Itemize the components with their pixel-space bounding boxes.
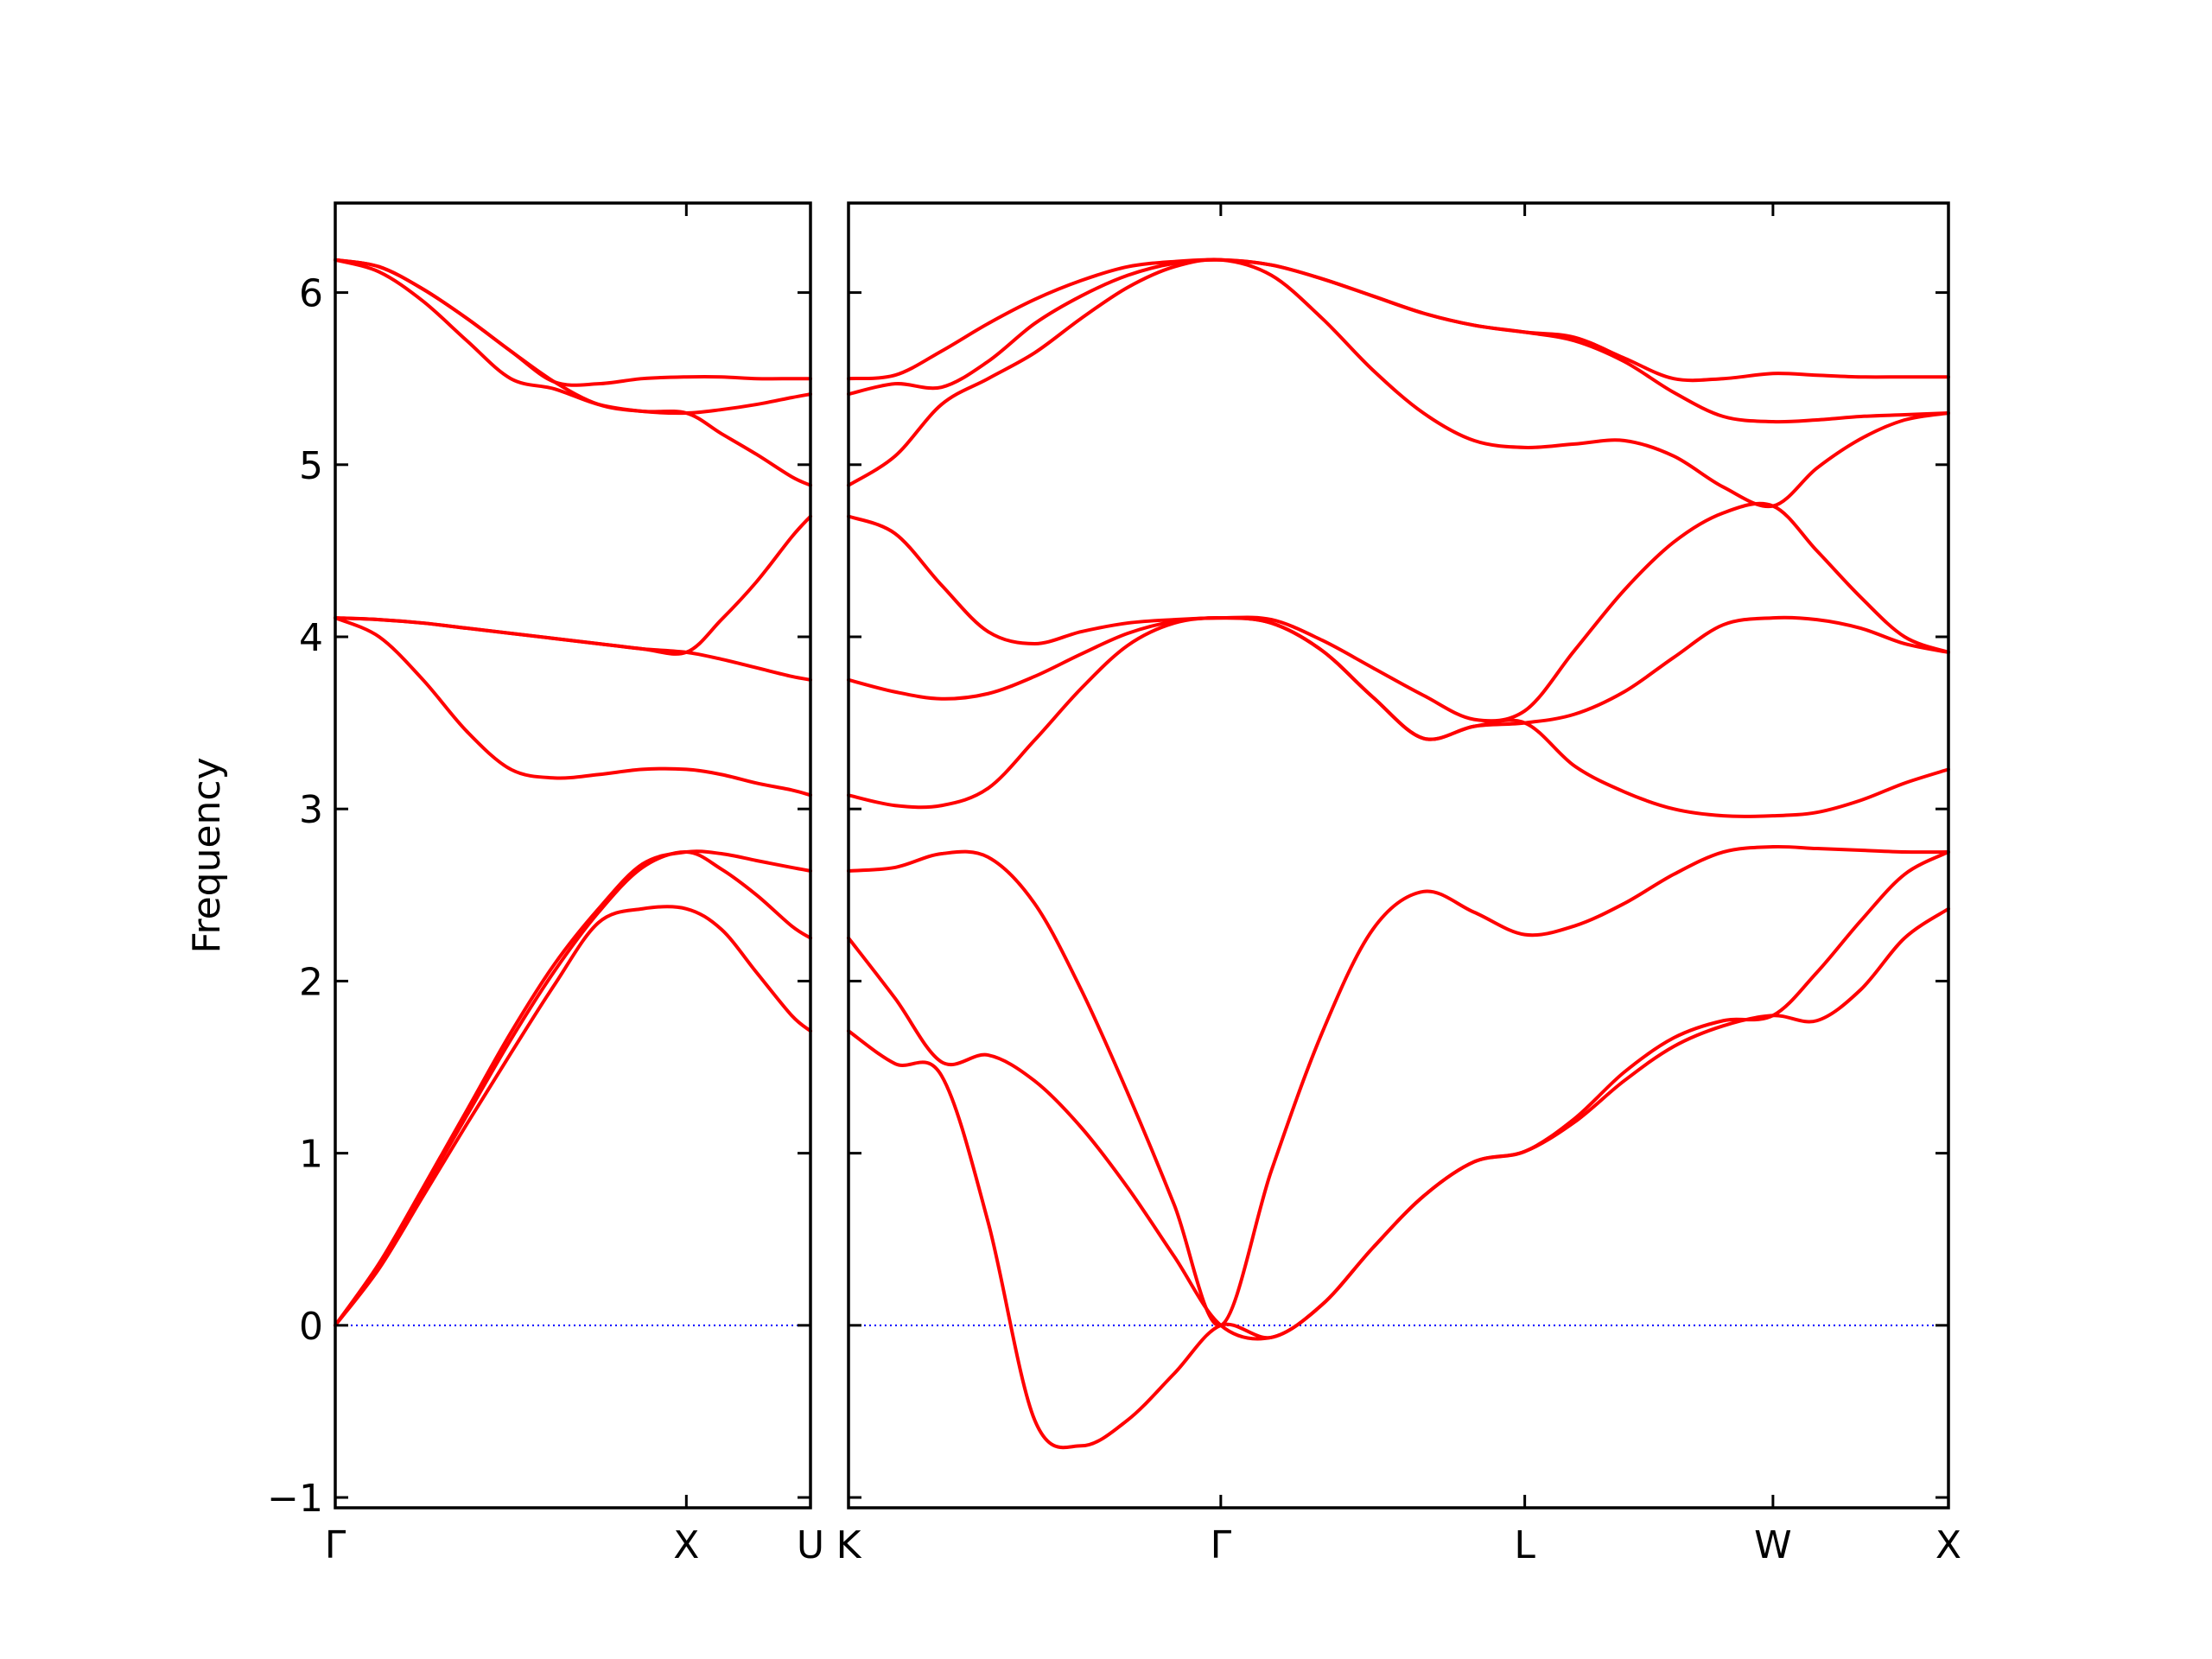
band-line	[334, 514, 812, 656]
y-tick-label: 5	[299, 444, 323, 488]
y-tick-label: 4	[299, 616, 323, 660]
band-line	[334, 257, 812, 416]
band-line	[847, 844, 1950, 1327]
x-tick-label: K	[836, 1523, 862, 1567]
y-tick-label: 2	[299, 960, 323, 1004]
band-line	[847, 850, 1950, 1341]
axes-frame	[334, 201, 812, 1510]
y-tick-label: 1	[299, 1133, 323, 1177]
y-tick-label: 6	[299, 272, 323, 316]
band-line	[334, 905, 812, 1327]
band-line	[334, 257, 812, 487]
band-line	[334, 257, 812, 387]
band-line	[847, 615, 1950, 741]
x-tick-label: X	[1936, 1523, 1961, 1567]
band-line	[847, 501, 1950, 723]
band-line	[334, 850, 812, 1327]
band-line	[847, 257, 1950, 383]
band-line	[334, 849, 812, 1327]
band-line	[847, 616, 1950, 818]
band-line	[847, 257, 1950, 509]
band-line	[334, 616, 812, 682]
y-axis-label: Frequency	[185, 757, 229, 953]
x-tick-label: Γ	[325, 1523, 346, 1567]
x-tick-label: Γ	[1211, 1523, 1232, 1567]
x-tick-label: X	[673, 1523, 699, 1567]
band-line	[847, 906, 1950, 1450]
y-tick-label: 3	[299, 788, 323, 832]
y-tick-label: −1	[267, 1477, 323, 1521]
x-tick-label: W	[1754, 1523, 1792, 1567]
band-line	[847, 257, 1950, 424]
y-tick-label: 0	[299, 1305, 323, 1349]
x-tick-label: U	[797, 1523, 824, 1567]
x-tick-label: L	[1514, 1523, 1535, 1567]
band-line	[334, 616, 812, 798]
axes-frame	[847, 201, 1950, 1510]
